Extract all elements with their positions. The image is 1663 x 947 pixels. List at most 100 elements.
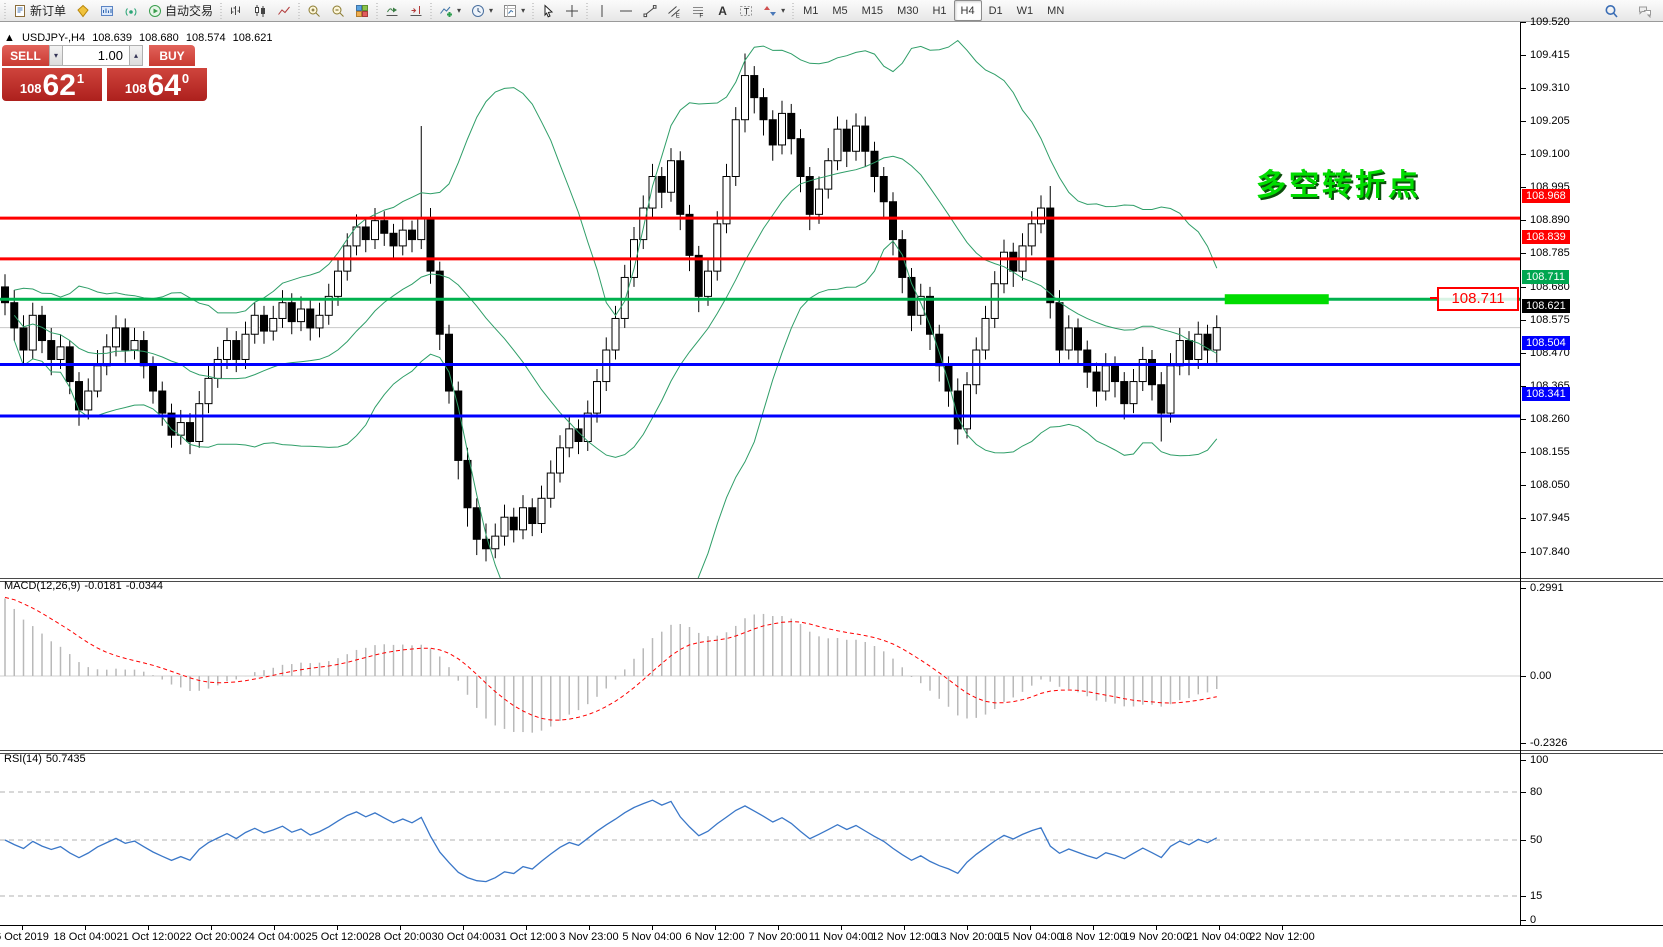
time-tick bbox=[1282, 926, 1283, 930]
indicators-button[interactable]: ▾ bbox=[434, 0, 466, 21]
signals-button[interactable] bbox=[119, 0, 143, 21]
time-axis[interactable]: 6 Oct 2019 18 Oct 04:00 21 Oct 12:00 22 Oct… bbox=[0, 925, 1663, 947]
chart-annotation-text[interactable]: 多空转折点 bbox=[1256, 169, 1421, 202]
candle-body bbox=[833, 128, 842, 162]
buy-price-button[interactable]: 108 64 0 bbox=[107, 68, 207, 101]
sell-price-fraction: 1 bbox=[76, 71, 85, 86]
axis-tick bbox=[1521, 743, 1526, 745]
candlestick-chart-button[interactable] bbox=[248, 0, 272, 21]
panel-separator[interactable] bbox=[0, 750, 1663, 754]
timeframe-d1-button[interactable]: D1 bbox=[988, 4, 1003, 17]
chat-button[interactable] bbox=[1633, 0, 1657, 21]
price-tick-label: 107.840 bbox=[1530, 545, 1570, 558]
toolbar-grip bbox=[4, 2, 6, 19]
candle-body bbox=[324, 295, 333, 316]
candle-body bbox=[1138, 358, 1147, 383]
candle-body bbox=[269, 317, 278, 332]
crosshair-button[interactable] bbox=[560, 0, 584, 21]
sell-price-button[interactable]: 108 62 1 bbox=[2, 68, 102, 101]
time-tick-label: 5 Nov 04:00 bbox=[622, 931, 682, 943]
macd-value-2: -0.0344 bbox=[125, 580, 164, 592]
candle-body bbox=[796, 138, 805, 178]
channel-button[interactable]: E bbox=[662, 0, 686, 21]
candle-body bbox=[287, 302, 296, 323]
search-button[interactable] bbox=[1599, 0, 1623, 21]
time-tick-label: 28 Oct 20:00 bbox=[368, 931, 432, 943]
time-tick bbox=[148, 926, 149, 930]
arrows-button[interactable]: ▾ bbox=[758, 0, 790, 21]
axis-tick bbox=[1521, 839, 1526, 841]
time-tick-label: 18 Nov 12:00 bbox=[1060, 931, 1126, 943]
symbol-name: USDJPY-,H4 bbox=[21, 32, 86, 44]
templates-button[interactable]: ▾ bbox=[498, 0, 530, 21]
autotrading-button[interactable]: 自动交易 bbox=[143, 0, 218, 21]
candle-body bbox=[1212, 327, 1221, 351]
candle-body bbox=[10, 302, 19, 329]
tiles-icon bbox=[355, 4, 369, 18]
timeframe-m5-button[interactable]: M5 bbox=[832, 4, 848, 17]
candle-body bbox=[713, 223, 722, 272]
timeframe-m30-button[interactable]: M30 bbox=[897, 4, 919, 17]
candle-body bbox=[768, 119, 777, 146]
price-badge-108.968: 108.968 bbox=[1522, 189, 1570, 204]
bar-chart-button[interactable] bbox=[224, 0, 248, 21]
volume-increase-button[interactable]: ▴ bbox=[129, 45, 143, 66]
candle-body bbox=[102, 346, 111, 367]
zoom-out-button[interactable] bbox=[326, 0, 350, 21]
macd-panel-canvas[interactable] bbox=[0, 582, 1520, 750]
collapse-panel-icon[interactable]: ▲ bbox=[4, 32, 15, 44]
rsi-panel-canvas[interactable] bbox=[0, 754, 1520, 925]
axis-tick bbox=[1521, 551, 1526, 553]
candle-body bbox=[445, 333, 453, 392]
terminal-button[interactable] bbox=[95, 0, 119, 21]
tile-windows-button[interactable] bbox=[350, 0, 374, 21]
panel-separator[interactable] bbox=[0, 578, 1663, 582]
crosshair-icon bbox=[565, 4, 579, 18]
chevron-down-icon: ▾ bbox=[457, 6, 462, 15]
timeframe-m1-button[interactable]: M1 bbox=[803, 4, 819, 17]
metaeditor-button[interactable] bbox=[71, 0, 95, 21]
timeframe-mn-button[interactable]: MN bbox=[1047, 4, 1065, 17]
rsi-name: RSI(14) bbox=[4, 753, 42, 765]
price-label-box[interactable]: 108.711 bbox=[1437, 287, 1519, 311]
candle-body bbox=[926, 295, 934, 335]
highlight-bar[interactable] bbox=[1224, 294, 1329, 305]
timeframe-h1-button[interactable]: H1 bbox=[932, 4, 947, 17]
candle-body bbox=[519, 507, 527, 531]
candle-body bbox=[805, 176, 814, 215]
line-chart-button[interactable] bbox=[272, 0, 296, 21]
price-box-connector bbox=[1430, 297, 1437, 299]
timeframe-h4-button[interactable]: H4 bbox=[953, 0, 982, 21]
cursor-button[interactable] bbox=[536, 0, 560, 21]
timeframes-dropdown-button[interactable]: ▾ bbox=[466, 0, 498, 21]
new-order-button[interactable]: 新订单 bbox=[8, 0, 71, 21]
vertical-line-button[interactable] bbox=[590, 0, 614, 21]
sell-button[interactable]: SELL bbox=[2, 45, 49, 66]
bollinger-middle-band bbox=[13, 155, 1218, 458]
main-chart-canvas[interactable] bbox=[0, 22, 1520, 578]
bars-icon bbox=[229, 4, 243, 18]
timeframe-m15-button[interactable]: M15 bbox=[861, 4, 884, 17]
zoom-in-button[interactable] bbox=[302, 0, 326, 21]
volume-decrease-button[interactable]: ▾ bbox=[49, 45, 63, 66]
candle-body bbox=[1111, 365, 1119, 383]
timeframe-w1-button[interactable]: W1 bbox=[1016, 4, 1034, 17]
candle-body bbox=[787, 112, 796, 140]
candles-series bbox=[1, 53, 1221, 562]
time-tick bbox=[715, 926, 716, 930]
horizontal-line-button[interactable] bbox=[614, 0, 638, 21]
time-tick-label: 30 Oct 04:00 bbox=[431, 931, 495, 943]
label-button[interactable]: T bbox=[734, 0, 758, 21]
chart-shift-button[interactable] bbox=[404, 0, 428, 21]
trendline-button[interactable] bbox=[638, 0, 662, 21]
candle-body bbox=[463, 459, 472, 509]
text-button[interactable]: A bbox=[710, 0, 734, 21]
price-badge-108.711: 108.711 bbox=[1522, 270, 1569, 285]
auto-scroll-button[interactable] bbox=[380, 0, 404, 21]
time-tick-label: 31 Oct 12:00 bbox=[494, 931, 558, 943]
fibonacci-button[interactable]: F bbox=[686, 0, 710, 21]
price-axis[interactable]: 109.520 109.415 109.310 109.205 109.100 108.9… bbox=[1520, 16, 1663, 926]
volume-input[interactable] bbox=[63, 45, 129, 66]
buy-button[interactable]: BUY bbox=[149, 45, 195, 66]
